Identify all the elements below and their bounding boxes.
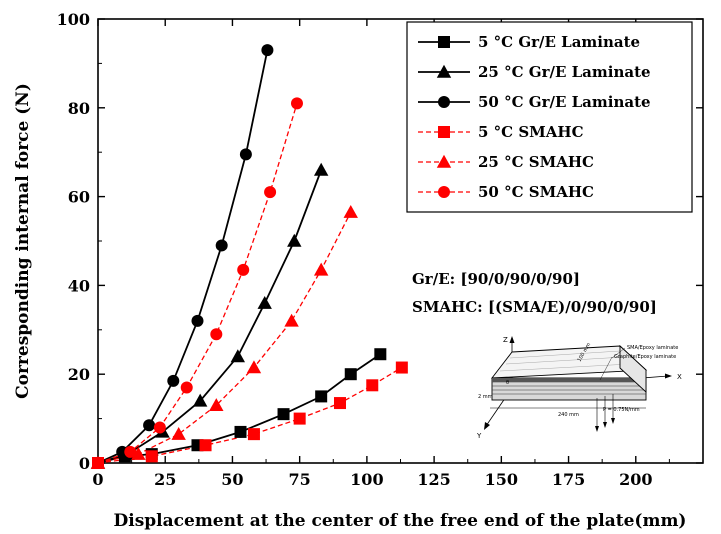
- data-point-series-5: [264, 186, 276, 198]
- series-markers: [91, 44, 408, 469]
- inset-layer-graphite-label: Graphite/Epoxy laminate: [614, 354, 676, 360]
- y-tick-label: 100: [57, 10, 90, 29]
- data-point-series-3: [334, 397, 346, 409]
- legend: 5 °C Gr/E Laminate 25 °C Gr/E Laminate 50 …: [407, 22, 692, 212]
- inset-angle-label: θ: [506, 380, 509, 386]
- data-point-series-2: [191, 315, 203, 327]
- x-tick-label: 25: [154, 470, 176, 489]
- data-point-series-4: [314, 263, 328, 276]
- series-line-5: [98, 103, 297, 463]
- y-axis-title: Corresponding internal force (N): [13, 83, 33, 399]
- data-point-series-4: [344, 205, 358, 218]
- data-point-series-4: [284, 314, 298, 327]
- y-tick-label: 60: [68, 188, 90, 207]
- data-point-series-1: [258, 296, 272, 309]
- data-point-series-0: [235, 426, 247, 438]
- inset-length-label: 240 mm: [558, 412, 579, 418]
- x-tick-label: 175: [552, 470, 585, 489]
- inset-axis-y: Y: [476, 432, 482, 440]
- data-point-series-2: [240, 148, 252, 160]
- data-point-series-0: [278, 408, 290, 420]
- annotation-smahc-layup: SMAHC: [(SMA/E)/0/90/0/90]: [412, 298, 657, 316]
- data-point-series-3: [248, 428, 260, 440]
- data-point-series-3: [366, 379, 378, 391]
- inset-layer-sma-label: SMA/Epoxy laminate: [627, 345, 678, 351]
- x-tick-label: 0: [92, 470, 103, 489]
- x-axis-title: Displacement at the center of the free e…: [114, 511, 687, 531]
- data-point-series-3: [294, 413, 306, 425]
- data-point-series-4: [209, 398, 223, 411]
- data-point-series-0: [374, 348, 386, 360]
- data-point-series-0: [345, 368, 357, 380]
- data-point-series-5: [291, 97, 303, 109]
- legend-label-1: 25 °C Gr/E Laminate: [478, 63, 651, 81]
- series-lines: [98, 50, 402, 463]
- inset-axis-z: Z: [503, 336, 508, 344]
- data-point-series-4: [171, 427, 185, 440]
- data-point-series-3: [146, 450, 158, 462]
- y-tick-label: 20: [68, 365, 90, 384]
- data-point-series-2: [261, 44, 273, 56]
- legend-marker-0: [438, 36, 450, 48]
- data-point-series-0: [315, 390, 327, 402]
- legend-label-5: 50 °C SMAHC: [478, 183, 594, 201]
- data-point-series-5: [210, 328, 222, 340]
- legend-label-3: 5 °C SMAHC: [478, 123, 584, 141]
- y-tick-label: 80: [68, 99, 90, 118]
- x-tick-label: 50: [221, 470, 243, 489]
- data-point-series-5: [181, 382, 193, 394]
- data-point-series-2: [216, 239, 228, 251]
- x-tick-label: 75: [289, 470, 311, 489]
- data-point-series-5: [124, 446, 136, 458]
- data-point-series-5: [92, 457, 104, 469]
- data-point-series-1: [314, 163, 328, 176]
- data-point-series-2: [167, 375, 179, 387]
- legend-label-4: 25 °C SMAHC: [478, 153, 594, 171]
- y-tick-label: 40: [68, 276, 90, 295]
- annotation-gre-layup: Gr/E: [90/0/90/0/90]: [412, 270, 580, 288]
- plate-schematic-inset: Z Y X θ 100 mm 2 mm 240: [476, 336, 682, 440]
- series-line-2: [98, 50, 267, 463]
- data-point-series-3: [396, 362, 408, 374]
- x-tick-label: 150: [485, 470, 518, 489]
- data-point-series-1: [231, 349, 245, 362]
- data-point-series-3: [200, 439, 212, 451]
- data-point-series-2: [143, 419, 155, 431]
- legend-label-2: 50 °C Gr/E Laminate: [478, 93, 651, 111]
- x-tick-label: 200: [619, 470, 652, 489]
- legend-marker-2: [438, 96, 450, 108]
- inset-load-label: P = 0.75N/mm: [603, 407, 640, 413]
- y-tick-label: 0: [79, 454, 90, 473]
- series-line-3: [98, 368, 402, 464]
- data-point-series-5: [237, 264, 249, 276]
- data-point-series-5: [154, 421, 166, 433]
- x-tick-label: 100: [350, 470, 383, 489]
- inset-thickness-label: 2 mm: [478, 394, 493, 400]
- inset-axis-x: X: [677, 373, 682, 381]
- legend-marker-5: [438, 186, 450, 198]
- legend-label-0: 5 °C Gr/E Laminate: [478, 33, 640, 51]
- x-tick-label: 125: [417, 470, 450, 489]
- data-point-series-1: [287, 234, 301, 247]
- legend-marker-3: [438, 126, 450, 138]
- plate-layers: [492, 378, 646, 400]
